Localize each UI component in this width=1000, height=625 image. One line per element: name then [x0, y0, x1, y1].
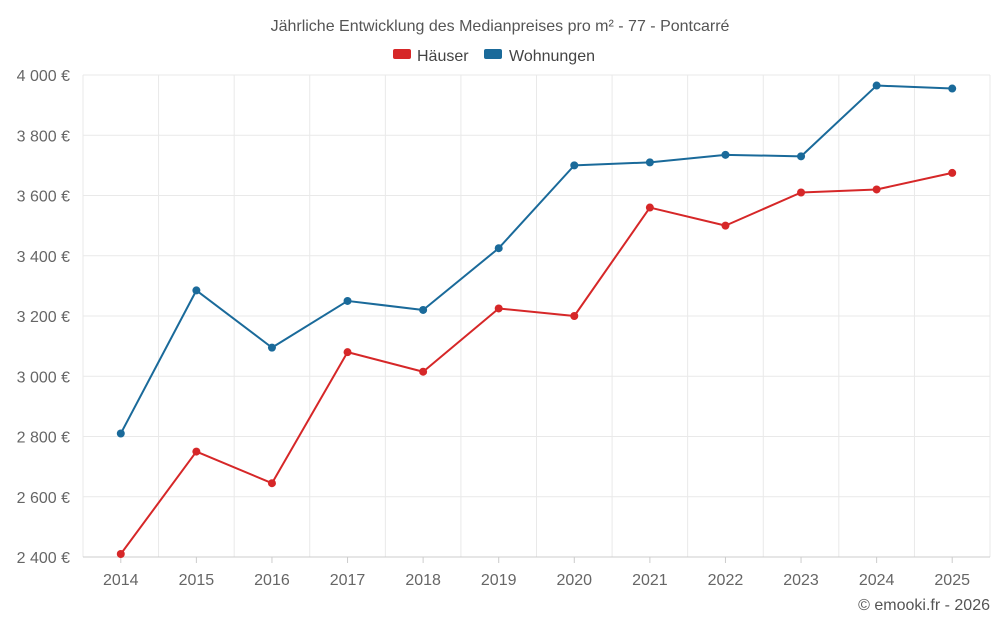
- y-tick-label: 3 400 €: [17, 249, 70, 266]
- legend-label[interactable]: Wohnungen: [509, 48, 595, 65]
- y-axis: 2 400 € 2 600 € 2 800 € 3 000 € 3 200 € 3 400…: [17, 68, 70, 567]
- data-point[interactable]: [494, 304, 503, 313]
- x-tick-label: 2015: [179, 572, 215, 589]
- x-tick-label: 2021: [632, 572, 668, 589]
- data-point[interactable]: [872, 81, 881, 90]
- x-tick-label: 2017: [330, 572, 366, 589]
- series-group: [116, 81, 957, 558]
- y-tick-label: 3 600 €: [17, 189, 70, 206]
- gridlines: [82, 74, 991, 557]
- y-tick-label: 2 400 €: [17, 550, 70, 567]
- series-line-1: [119, 84, 953, 434]
- data-point[interactable]: [419, 367, 428, 376]
- data-point[interactable]: [192, 447, 201, 456]
- x-tick-label: 2014: [103, 572, 139, 589]
- data-point[interactable]: [419, 305, 428, 314]
- legend-swatch: [484, 49, 502, 59]
- y-tick-label: 3 000 €: [17, 369, 70, 386]
- legend: Häuser Wohnungen: [393, 48, 595, 65]
- data-point[interactable]: [494, 244, 503, 253]
- x-tick-label: 2023: [783, 572, 819, 589]
- data-point[interactable]: [721, 150, 730, 159]
- data-point[interactable]: [721, 221, 730, 230]
- x-tick-label: 2020: [556, 572, 592, 589]
- data-point[interactable]: [570, 312, 579, 320]
- y-tick-label: 3 200 €: [17, 309, 70, 326]
- data-point[interactable]: [645, 203, 654, 212]
- data-point[interactable]: [343, 348, 352, 357]
- x-tick-label: 2019: [481, 572, 517, 589]
- y-tick-label: 2 800 €: [17, 430, 70, 447]
- x-tick-label: 2025: [934, 572, 970, 589]
- x-tick-label: 2018: [405, 572, 441, 589]
- legend-swatch: [393, 49, 411, 59]
- data-point[interactable]: [267, 479, 276, 488]
- y-tick-label: 4 000 €: [17, 68, 70, 85]
- data-point[interactable]: [116, 429, 125, 438]
- data-point[interactable]: [797, 152, 806, 161]
- series-line-0: [119, 171, 953, 555]
- y-tick-label: 3 800 €: [17, 128, 70, 145]
- x-tick-label: 2024: [859, 572, 895, 589]
- data-point[interactable]: [570, 161, 579, 170]
- data-point[interactable]: [872, 185, 881, 194]
- legend-label[interactable]: Häuser: [417, 48, 469, 65]
- chart-title: Jährliche Entwicklung des Medianpreises …: [271, 18, 730, 35]
- x-tick-label: 2022: [708, 572, 744, 589]
- data-point[interactable]: [797, 188, 806, 197]
- credit-text: © emooki.fr - 2026: [858, 597, 990, 614]
- x-tick-label: 2016: [254, 572, 290, 589]
- data-point[interactable]: [116, 549, 125, 558]
- data-point[interactable]: [343, 296, 352, 305]
- data-point[interactable]: [948, 84, 957, 93]
- data-point[interactable]: [267, 343, 276, 352]
- data-point[interactable]: [192, 286, 201, 295]
- data-point[interactable]: [645, 158, 654, 167]
- x-axis: 2014 2015 2016 2017 2018 2019 2020 2021 2022 2023…: [83, 556, 990, 589]
- data-point[interactable]: [948, 168, 957, 177]
- y-tick-label: 2 600 €: [17, 490, 70, 507]
